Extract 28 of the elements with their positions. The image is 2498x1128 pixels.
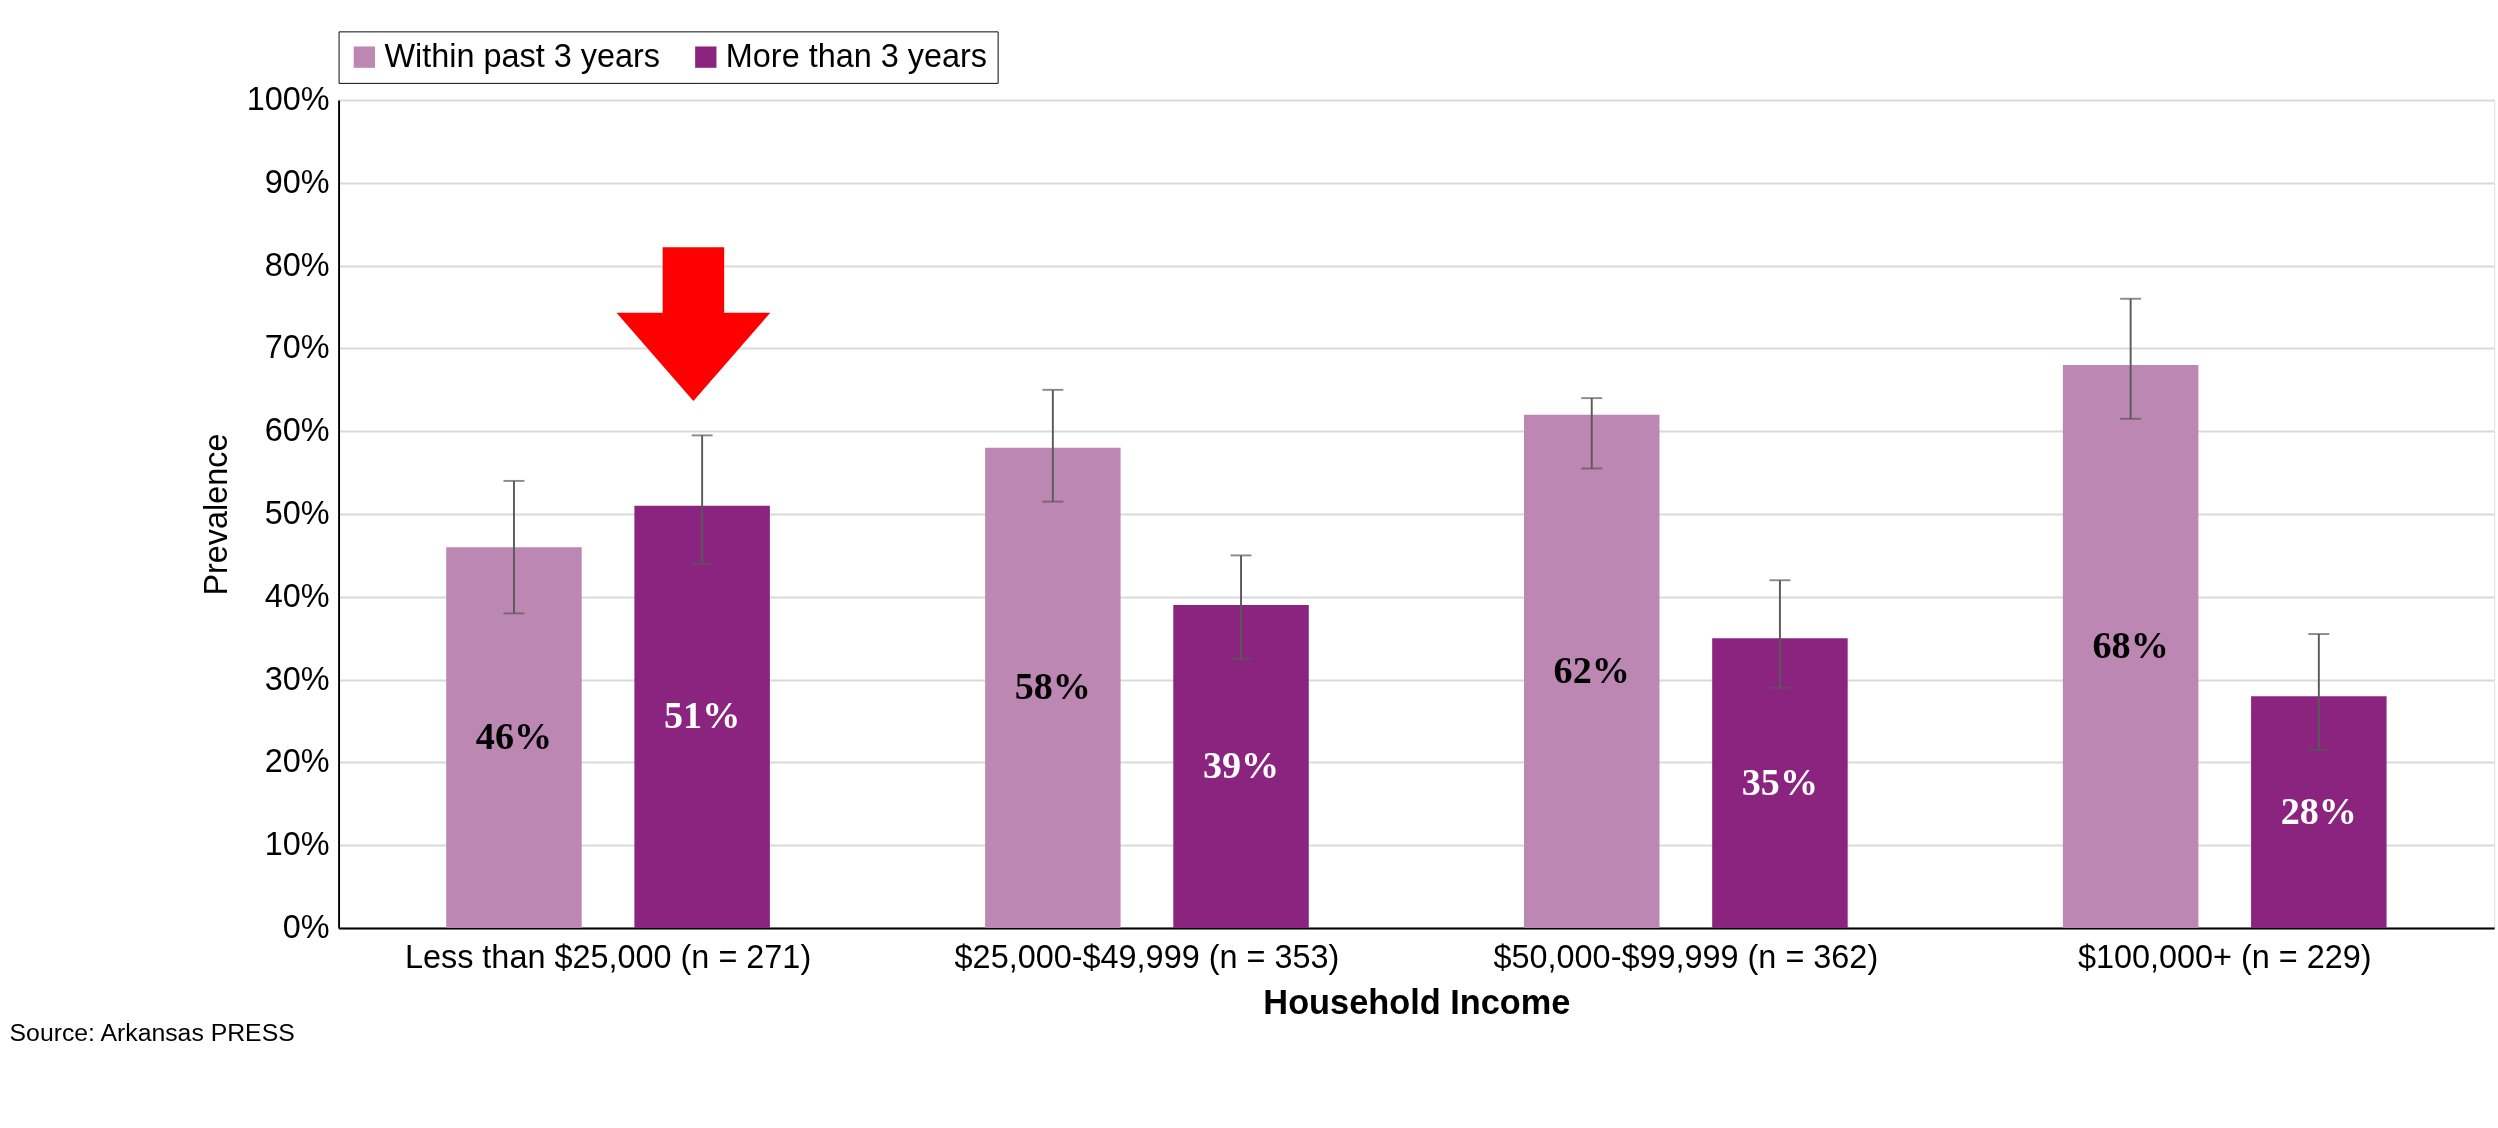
source-note: Source: Arkansas PRESS bbox=[9, 1018, 295, 1046]
y-tick-label: 90% bbox=[264, 163, 330, 200]
text: 28% bbox=[2280, 789, 2357, 832]
text: 46% bbox=[475, 714, 553, 757]
text: 35% bbox=[1741, 760, 1819, 803]
y-tick-label: 10% bbox=[264, 826, 330, 863]
y-tick-label: 70% bbox=[264, 329, 330, 366]
x-tick-label: $50,000-$99,999 (n = 362) bbox=[1493, 938, 1879, 975]
y-tick-label: 30% bbox=[264, 660, 330, 697]
text: 62% bbox=[1553, 648, 1630, 691]
x-tick-label: Less than $25,000 (n = 271) bbox=[404, 938, 812, 975]
text: 51% bbox=[664, 694, 741, 737]
text: 68% bbox=[2092, 623, 2169, 666]
legend-label: Within past 3 years bbox=[384, 37, 660, 74]
x-axis-title: Household Income bbox=[1263, 983, 1571, 1022]
legend-label: More than 3 years bbox=[725, 37, 988, 74]
y-axis-title: Prevalence bbox=[197, 433, 234, 596]
text: 58% bbox=[1014, 665, 1091, 708]
text: 39% bbox=[1202, 743, 1280, 786]
y-tick-label: 50% bbox=[264, 495, 330, 532]
y-tick-label: 80% bbox=[264, 246, 330, 283]
y-tick-label: 60% bbox=[264, 412, 330, 449]
y-tick-label: 40% bbox=[264, 577, 330, 614]
y-tick-label: 0% bbox=[282, 908, 330, 945]
y-tick-label: 100% bbox=[246, 81, 330, 118]
y-tick-label: 20% bbox=[264, 743, 330, 780]
x-tick-label: $100,000+ (n = 229) bbox=[2077, 938, 2372, 975]
x-tick-label: $25,000-$49,999 (n = 353) bbox=[954, 938, 1340, 975]
